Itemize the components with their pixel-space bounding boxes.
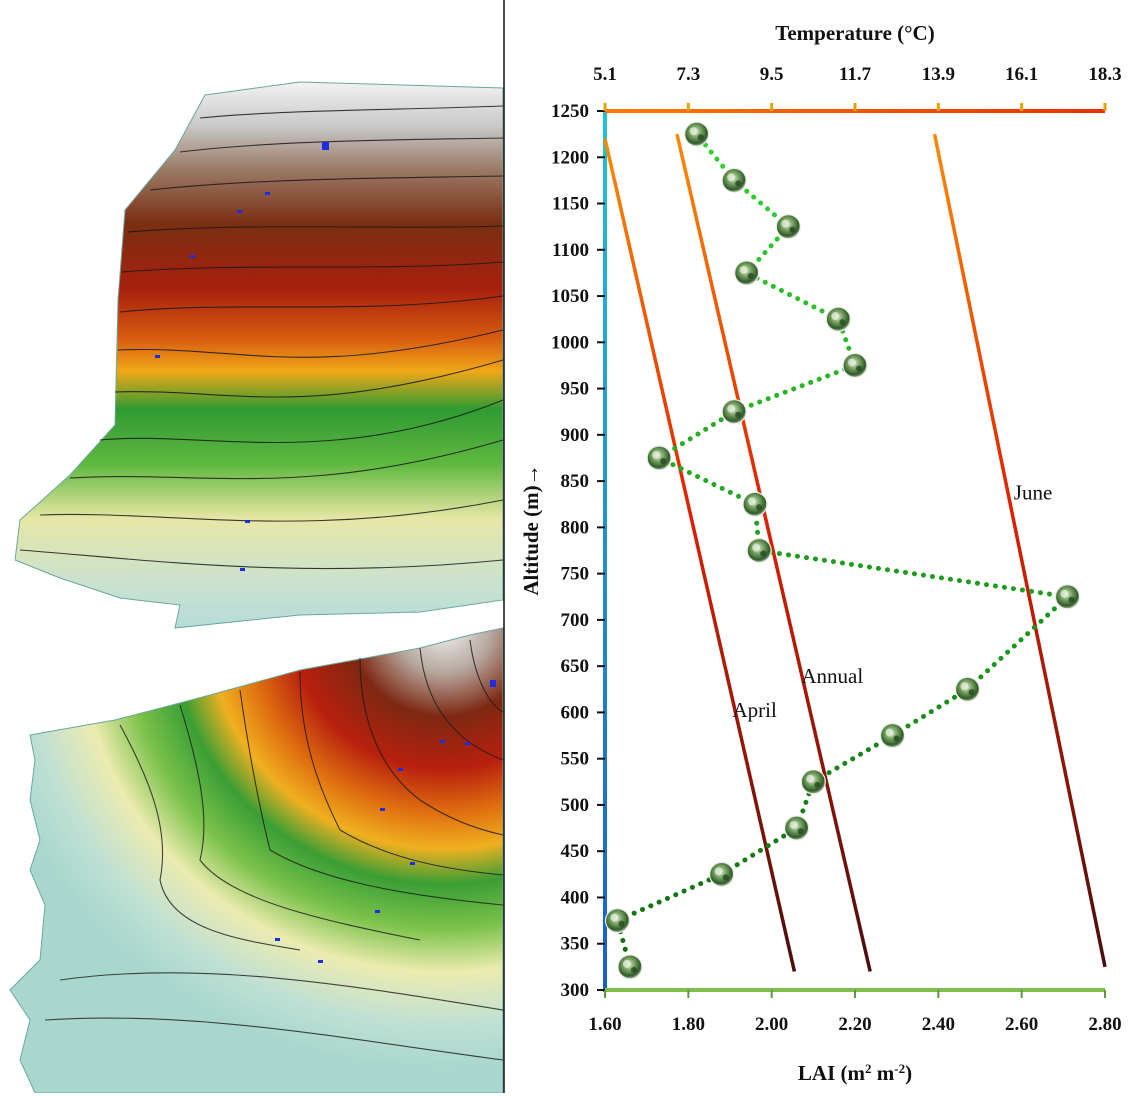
lai-point xyxy=(842,352,868,379)
lai-connector xyxy=(656,409,737,461)
terrain-map-bottom xyxy=(9,627,504,1094)
altitude-axis xyxy=(603,110,607,992)
lai-connector xyxy=(810,733,895,785)
lai-connector xyxy=(731,177,791,230)
altitude-tick-label: 1100 xyxy=(552,240,589,261)
lai-point xyxy=(721,167,747,193)
lai-connector xyxy=(656,455,758,507)
terrain-map-top xyxy=(14,81,504,629)
lai-tick-label: 2.00 xyxy=(755,1014,788,1035)
temperature-tick-label: 18.3 xyxy=(1088,64,1121,85)
lai-connector xyxy=(965,594,1070,692)
lai-point xyxy=(879,722,906,749)
altitude-tick-label: 950 xyxy=(561,379,590,400)
temperature-line-april xyxy=(603,138,797,972)
lai-point xyxy=(646,445,672,471)
altitude-ticks: 300 350 400 450 500 550 600 650 700 750 800 850 900 9… xyxy=(551,101,605,1001)
temperature-line-annual xyxy=(675,133,872,972)
lai-connector xyxy=(756,548,1070,600)
bottom-axis-title: LAI (m2 m-2) xyxy=(798,1061,912,1086)
y-axis-title: Altitude (m)→ xyxy=(519,464,543,595)
temperature-tick-label: 13.9 xyxy=(922,64,955,85)
terrain-markers-top xyxy=(155,142,329,571)
lai-point xyxy=(734,260,760,286)
lai-point xyxy=(742,491,768,517)
lai-point xyxy=(721,399,747,425)
altitude-tick-label: 850 xyxy=(561,471,590,492)
altitude-tick-label: 1150 xyxy=(552,194,589,215)
altitude-tick-label: 1050 xyxy=(551,286,589,307)
lai-point xyxy=(604,908,631,934)
lai-tick-label: 2.60 xyxy=(1005,1014,1038,1035)
altitude-tick-label: 1000 xyxy=(551,332,589,353)
altitude-tick-label: 1250 xyxy=(551,101,589,122)
altitude-tick-label: 600 xyxy=(561,702,590,723)
lai-point xyxy=(617,954,643,980)
altitude-tick-label: 900 xyxy=(561,425,590,446)
terrain-markers-bottom xyxy=(275,680,496,963)
lai-connector xyxy=(719,825,800,877)
altitude-tick-label: 500 xyxy=(561,795,590,816)
altitude-tick-label: 550 xyxy=(561,749,590,770)
lai-point xyxy=(746,537,772,564)
lai-point xyxy=(1054,584,1081,610)
line-label-annual: Annual xyxy=(801,664,863,688)
altitude-tick-label: 350 xyxy=(561,934,590,955)
temperature-ticks: 5.1 7.3 9.5 11.7 13.9 16.1 18.3 xyxy=(593,64,1122,111)
altitude-tick-label: 800 xyxy=(561,517,590,538)
lai-point xyxy=(784,815,810,841)
lai-connector xyxy=(744,270,841,322)
lai-connector xyxy=(890,686,970,739)
temperature-tick-label: 16.1 xyxy=(1005,64,1038,85)
terrain-panel xyxy=(9,0,505,1094)
lai-tick-label: 2.20 xyxy=(838,1014,871,1035)
lai-tick-label: 2.80 xyxy=(1088,1014,1121,1035)
lai-connector xyxy=(615,871,725,924)
altitude-tick-label: 1200 xyxy=(551,147,589,168)
lai-point xyxy=(709,861,735,887)
temperature-lines xyxy=(603,133,1107,972)
temperature-tick-label: 5.1 xyxy=(593,64,617,85)
temperature-tick-label: 7.3 xyxy=(676,64,700,85)
altitude-tick-label: 750 xyxy=(561,564,590,585)
altitude-tick-label: 700 xyxy=(561,610,590,631)
lai-connector xyxy=(731,362,858,415)
plot-area: 300 350 400 450 500 550 600 650 700 750 800 850 900 9… xyxy=(519,21,1122,1085)
altitude-tick-label: 400 xyxy=(561,887,590,908)
altitude-tick-label: 300 xyxy=(561,980,590,1001)
line-label-april: April xyxy=(732,698,776,722)
temperature-line-labels: April Annual June xyxy=(732,481,1052,722)
top-axis-title: Temperature (°C) xyxy=(775,21,934,45)
lai-point xyxy=(800,769,826,795)
lai-tick-label: 1.60 xyxy=(588,1014,621,1035)
lai-ticks: 1.60 1.80 2.00 2.20 2.40 2.60 2.80 xyxy=(588,990,1122,1035)
lai-series xyxy=(604,121,1081,980)
lai-point xyxy=(775,214,801,240)
lai-tick-label: 2.40 xyxy=(922,1014,955,1035)
temperature-tick-label: 11.7 xyxy=(839,64,872,85)
lai-point xyxy=(954,676,981,702)
temperature-tick-label: 9.5 xyxy=(760,64,784,85)
line-label-june: June xyxy=(1014,481,1053,505)
temperature-line-june xyxy=(932,133,1107,968)
lai-point xyxy=(684,121,710,147)
lai-tick-label: 1.80 xyxy=(672,1014,705,1035)
lai-point xyxy=(825,306,851,332)
altitude-tick-label: 650 xyxy=(561,656,590,677)
altitude-tick-label: 450 xyxy=(561,841,590,862)
